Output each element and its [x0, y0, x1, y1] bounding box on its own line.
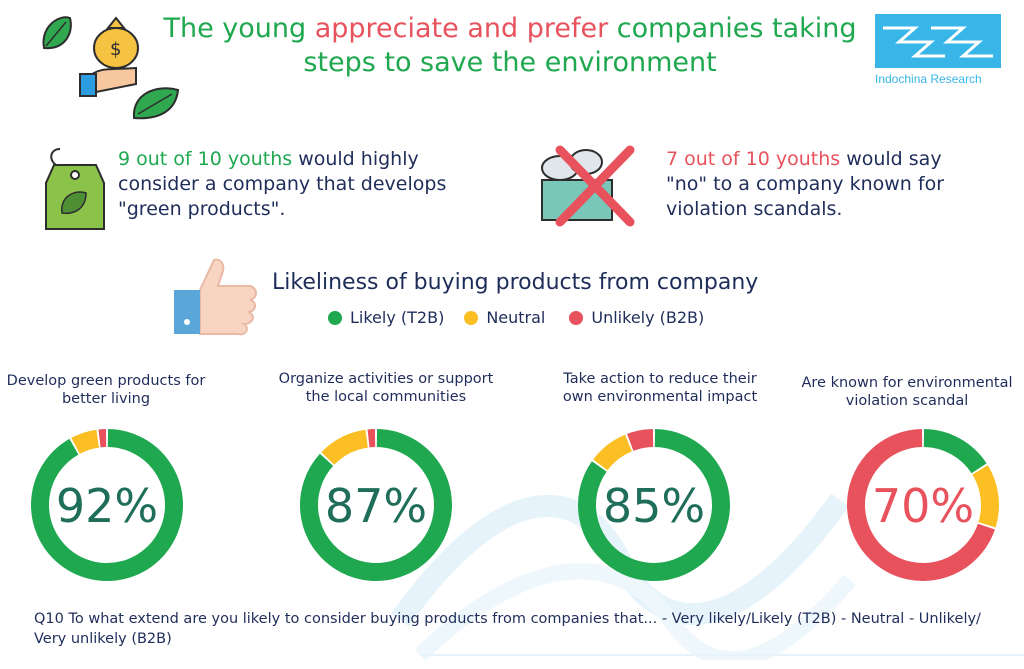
legend-label-neutral: Neutral	[486, 308, 546, 327]
stat-highlight: 7 out of 10 youths	[666, 148, 841, 170]
donut-segment-neutral	[972, 465, 999, 528]
chart-title-4: Are known for environmental violation sc…	[801, 375, 1013, 409]
hand-icon	[79, 66, 137, 97]
title-part2: companies taking steps to save the envir…	[303, 13, 857, 78]
donut-chart-2: 87%	[300, 429, 452, 581]
stat-violation-scandals: 7 out of 10 youths would say "no" to a c…	[666, 147, 966, 222]
donut-segment-likely	[578, 429, 730, 581]
legend-label-likely: Likely (T2B)	[350, 308, 445, 327]
brand-name: Indochina Research	[875, 72, 982, 86]
donut-segment-neutral	[71, 429, 100, 454]
money-hand-leaves-illustration: $	[42, 16, 180, 120]
donut-center-label: 92%	[56, 479, 158, 533]
chart-legend: Likely (T2B) Neutral Unlikely (B2B)	[328, 308, 704, 327]
pollution-cross-icon	[541, 145, 635, 227]
donut-segment-neutral	[321, 429, 369, 465]
leaf-icon	[132, 87, 180, 120]
donut-chart-1: 92%	[31, 429, 183, 581]
donut-segment-unlikely	[627, 429, 654, 451]
donut-segment-neutral	[593, 434, 633, 471]
title-part1: The young	[163, 13, 315, 44]
money-bag-icon: $	[93, 16, 139, 69]
legend-label-unlikely: Unlikely (B2B)	[591, 308, 705, 327]
donut-center-label: 70%	[872, 479, 974, 533]
stat-green-products: 9 out of 10 youths would highly consider…	[118, 147, 478, 222]
donut-segment-likely	[300, 429, 452, 581]
donut-center-label: 87%	[325, 479, 427, 533]
legend-dot-neutral	[464, 310, 479, 325]
footer-line	[420, 654, 1024, 656]
svg-text:$: $	[110, 39, 121, 60]
stat-text: would highly consider a company that dev…	[118, 148, 447, 220]
legend-title: Likeliness of buying products from compa…	[272, 270, 759, 295]
donut-chart-4: 70%	[847, 429, 999, 581]
chart-title-1: Develop green products for better living	[6, 373, 206, 407]
question-footnote: Q10 To what extend are you likely to con…	[34, 611, 981, 647]
chart-title-2: Organize activities or support the local…	[278, 371, 494, 405]
chart-title-3: Take action to reduce their own environm…	[562, 371, 758, 405]
legend-dot-unlikely	[569, 310, 584, 325]
stat-text: would say "no" to a company known for vi…	[666, 148, 945, 220]
leaf-icon	[42, 16, 72, 50]
stat-highlight: 9 out of 10 youths	[118, 148, 293, 170]
donut-center-label: 85%	[603, 479, 705, 533]
donut-chart-3: 85%	[578, 429, 730, 581]
donut-segment-likely	[31, 429, 183, 581]
brand-logo	[875, 14, 1001, 68]
legend-dot-likely	[328, 310, 342, 325]
page-title: The young appreciate and prefer companie…	[150, 12, 870, 80]
donut-segment-unlikely	[847, 429, 995, 581]
wave-logo-icon	[883, 26, 993, 58]
donut-segment-likely	[923, 429, 987, 474]
eco-tag-icon	[45, 148, 105, 230]
thumbs-up-icon	[174, 258, 257, 336]
title-highlight: appreciate and prefer	[314, 13, 609, 44]
